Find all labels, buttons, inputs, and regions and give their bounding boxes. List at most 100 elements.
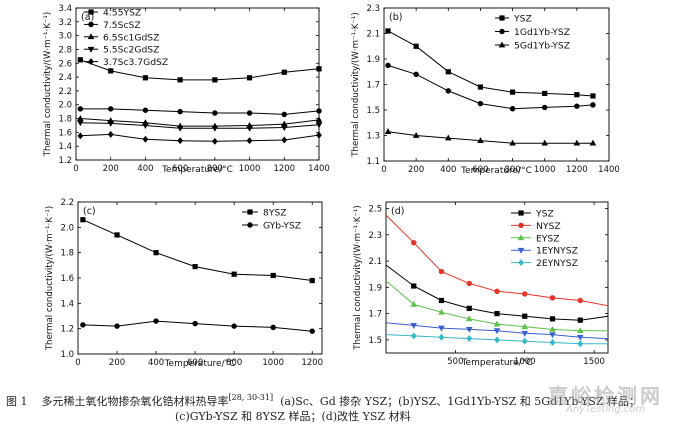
y-tick-label: 1.7 — [368, 310, 382, 320]
x-tick-label: 1400 — [308, 164, 330, 174]
data-point — [410, 332, 417, 340]
legend-marker — [88, 21, 94, 28]
data-point — [521, 337, 528, 345]
data-point — [309, 277, 315, 284]
data-point — [107, 106, 114, 112]
y-tick-label: 1.2 — [58, 156, 72, 166]
legend-marker — [517, 234, 525, 241]
data-point — [577, 340, 584, 348]
data-point — [411, 283, 417, 289]
series-line — [80, 122, 320, 129]
data-point — [465, 315, 473, 322]
y-tick-label: 2.5 — [368, 205, 382, 215]
x-tick-label: 400 — [148, 358, 164, 368]
data-point — [270, 324, 276, 331]
data-point — [211, 125, 219, 132]
series-5.5Sc2GdSZ — [77, 120, 323, 132]
caption-line-2: (c)GYb-YSZ 和 8YSZ 样品；(d)改性 YSZ 材料 — [175, 410, 411, 423]
y-tick-label: 1.9 — [366, 55, 380, 65]
legend-label: GYb-YSZ — [263, 221, 301, 232]
data-point — [108, 68, 114, 74]
panel-label: (d) — [391, 206, 404, 217]
data-point — [142, 75, 149, 81]
data-point — [77, 57, 83, 63]
y-tick-label: 2.8 — [58, 45, 72, 55]
data-point — [466, 335, 473, 343]
data-point — [549, 325, 556, 332]
data-point — [410, 300, 418, 307]
data-point — [246, 137, 253, 145]
y-axis-label: Thermal conductivity/(W·m⁻¹·K⁻¹) — [353, 205, 363, 350]
data-point — [494, 336, 500, 344]
data-point — [77, 132, 84, 140]
data-point — [281, 111, 288, 118]
y-tick-label: 1.3 — [366, 132, 380, 142]
legend-label: 5Gd1Yb-YSZ — [514, 41, 570, 52]
y-tick-label: 1.4 — [60, 299, 74, 309]
data-point — [153, 250, 159, 256]
legend-marker — [247, 209, 253, 215]
x-tick-label: 500 — [447, 357, 463, 367]
y-tick-label: 1.5 — [366, 106, 380, 116]
y-tick-label: 2.3 — [368, 231, 382, 241]
x-tick-label: 800 — [207, 164, 223, 174]
data-point — [576, 327, 584, 334]
data-point — [477, 137, 484, 143]
data-point — [549, 339, 556, 346]
legend: 8YSZ GYb-YSZ — [242, 208, 301, 232]
data-point — [494, 311, 500, 317]
y-tick-label: 1.5 — [368, 336, 382, 346]
x-tick-label: 1500 — [583, 357, 605, 367]
legend-marker — [499, 15, 505, 21]
data-point — [192, 320, 198, 327]
data-point — [114, 323, 120, 329]
data-point — [590, 102, 596, 108]
legend-marker — [247, 222, 253, 228]
data-point — [521, 323, 529, 330]
data-point — [385, 62, 391, 69]
caption-references: [28, 30-31] — [228, 393, 274, 402]
data-point — [494, 288, 500, 295]
panel-label: (a) — [81, 12, 94, 23]
y-tick-label: 2.0 — [58, 101, 72, 111]
data-point — [212, 77, 218, 83]
x-tick-label: 1000 — [262, 358, 284, 368]
series-line — [387, 131, 593, 144]
series-3.7Sc3.7GdSZ — [77, 130, 322, 145]
legend-label: EYSZ — [536, 233, 560, 244]
data-point — [445, 69, 451, 75]
data-point — [270, 272, 276, 279]
data-point — [316, 108, 322, 114]
x-tick-label: 0 — [75, 358, 80, 368]
panel-label: (c) — [83, 206, 96, 217]
data-point — [107, 121, 114, 127]
legend-label: 3.7Sc3.7GdSZ — [103, 57, 168, 68]
x-tick-label: 200 — [103, 164, 119, 174]
series-1EYNYSZ — [385, 322, 609, 341]
data-point — [590, 93, 596, 99]
data-point — [577, 317, 583, 323]
legend-label: 2EYNYSZ — [536, 258, 578, 269]
legend-marker — [88, 58, 94, 66]
y-tick-label: 3.0 — [58, 32, 72, 42]
series-4.55YSZ — [77, 57, 322, 83]
data-point — [465, 326, 473, 333]
legend-marker — [517, 247, 525, 254]
data-point — [246, 125, 253, 132]
y-tick-label: 1.0 — [60, 350, 74, 360]
legend-label: 5.5Sc2GdSZ — [103, 45, 159, 56]
data-point — [385, 28, 391, 34]
x-axis-label: Temperature/°C — [461, 358, 533, 368]
data-point — [142, 135, 149, 143]
series-line — [80, 118, 320, 127]
data-point — [589, 139, 597, 146]
legend-marker — [88, 9, 94, 15]
y-axis-label: Thermal conductivity/(W·m⁻¹·K⁻¹) — [43, 12, 53, 157]
data-point — [541, 139, 548, 146]
x-axis-label: Temperature/°C — [161, 165, 233, 175]
data-point — [77, 120, 84, 127]
x-tick-label: 600 — [187, 358, 203, 368]
data-point — [77, 106, 84, 112]
series-2EYNYSZ — [385, 332, 608, 348]
